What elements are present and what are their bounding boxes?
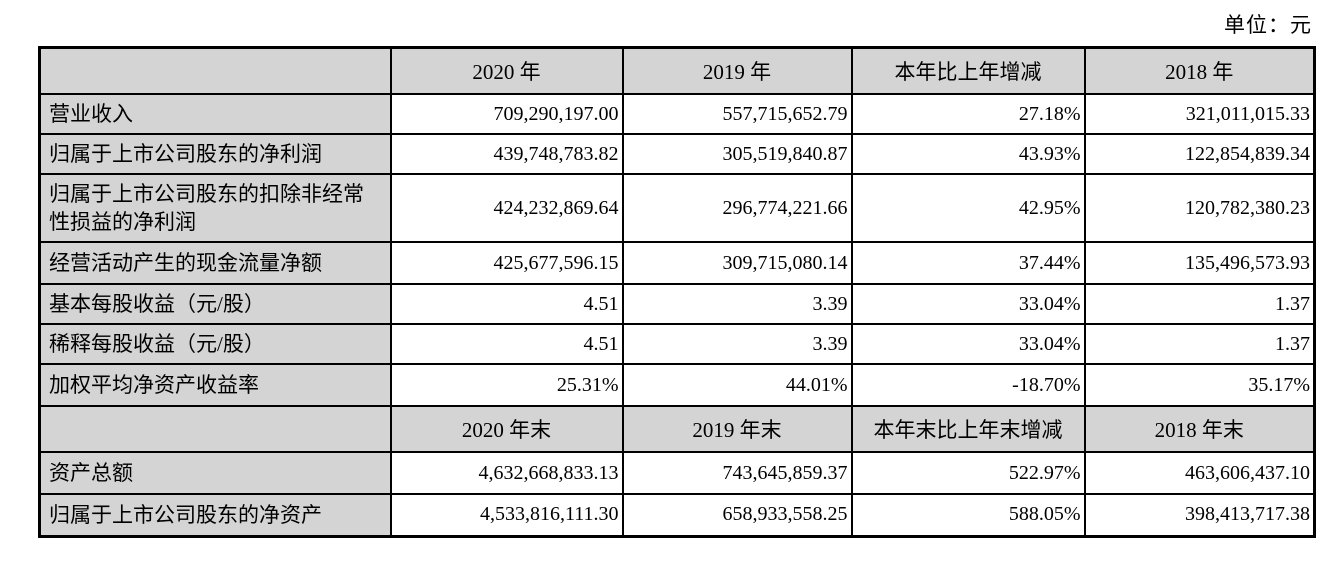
cell-value: 522.97% <box>850 451 1086 495</box>
cell-value: 3.39 <box>621 283 853 325</box>
cell-value: 33.04% <box>850 283 1086 325</box>
cell-value: 557,715,652.79 <box>621 93 853 135</box>
table-header-row-annual: 2020 年 2019 年 本年比上年增减 2018 年 <box>38 46 1316 95</box>
table-row-net-profit-excl-nonrecurring: 归属于上市公司股东的扣除非经常性损益的净利润 424,232,869.64 29… <box>38 173 1316 243</box>
header-cell-empty <box>38 46 392 95</box>
cell-value: 4,632,668,833.13 <box>389 451 624 495</box>
header-cell-2020-end: 2020 年末 <box>389 405 624 453</box>
cell-value: 122,854,839.34 <box>1083 133 1316 175</box>
header-cell-2019: 2019 年 <box>621 46 853 95</box>
cell-value: 120,782,380.23 <box>1083 173 1316 243</box>
cell-value: -18.70% <box>850 363 1086 407</box>
cell-value: 463,606,437.10 <box>1083 451 1316 495</box>
row-label: 基本每股收益（元/股） <box>38 283 392 325</box>
header-cell-yoy-change: 本年比上年增减 <box>850 46 1086 95</box>
header-cell-2019-end: 2019 年末 <box>621 405 853 453</box>
cell-value: 43.93% <box>850 133 1086 175</box>
cell-value: 425,677,596.15 <box>389 241 624 285</box>
table-row-total-assets: 资产总额 4,632,668,833.13 743,645,859.37 522… <box>38 451 1316 495</box>
table-row-net-profit: 归属于上市公司股东的净利润 439,748,783.82 305,519,840… <box>38 133 1316 175</box>
cell-value: 27.18% <box>850 93 1086 135</box>
row-label: 营业收入 <box>38 93 392 135</box>
row-label: 归属于上市公司股东的净资产 <box>38 493 392 537</box>
cell-value: 309,715,080.14 <box>621 241 853 285</box>
row-label: 归属于上市公司股东的净利润 <box>38 133 392 175</box>
cell-value: 25.31% <box>389 363 624 407</box>
header-cell-year-end-change: 本年末比上年末增减 <box>850 405 1086 453</box>
cell-value: 3.39 <box>621 323 853 365</box>
table-row-weighted-avg-roe: 加权平均净资产收益率 25.31% 44.01% -18.70% 35.17% <box>38 363 1316 407</box>
header-cell-2018-end: 2018 年末 <box>1083 405 1316 453</box>
cell-value: 296,774,221.66 <box>621 173 853 243</box>
table-row-diluted-eps: 稀释每股收益（元/股） 4.51 3.39 33.04% 1.37 <box>38 323 1316 365</box>
cell-value: 321,011,015.33 <box>1083 93 1316 135</box>
cell-value: 1.37 <box>1083 323 1316 365</box>
row-label: 归属于上市公司股东的扣除非经常性损益的净利润 <box>38 173 392 243</box>
cell-value: 33.04% <box>850 323 1086 365</box>
row-label: 经营活动产生的现金流量净额 <box>38 241 392 285</box>
row-label: 资产总额 <box>38 451 392 495</box>
cell-value: 4,533,816,111.30 <box>389 493 624 537</box>
cell-value: 588.05% <box>850 493 1086 537</box>
header-cell-2018: 2018 年 <box>1083 46 1316 95</box>
table-row-net-assets: 归属于上市公司股东的净资产 4,533,816,111.30 658,933,5… <box>38 493 1316 537</box>
cell-value: 424,232,869.64 <box>389 173 624 243</box>
row-label: 稀释每股收益（元/股） <box>38 323 392 365</box>
row-label: 加权平均净资产收益率 <box>38 363 392 407</box>
cell-value: 439,748,783.82 <box>389 133 624 175</box>
unit-label: 单位：元 <box>1224 13 1312 37</box>
financial-summary-table: 2020 年 2019 年 本年比上年增减 2018 年 营业收入 709,29… <box>38 46 1316 538</box>
cell-value: 4.51 <box>389 283 624 325</box>
cell-value: 709,290,197.00 <box>389 93 624 135</box>
cell-value: 44.01% <box>621 363 853 407</box>
cell-value: 42.95% <box>850 173 1086 243</box>
table-row-basic-eps: 基本每股收益（元/股） 4.51 3.39 33.04% 1.37 <box>38 283 1316 325</box>
cell-value: 398,413,717.38 <box>1083 493 1316 537</box>
cell-value: 658,933,558.25 <box>621 493 853 537</box>
cell-value: 743,645,859.37 <box>621 451 853 495</box>
header-cell-2020: 2020 年 <box>389 46 624 95</box>
cell-value: 37.44% <box>850 241 1086 285</box>
cell-value: 4.51 <box>389 323 624 365</box>
table-row-revenue: 营业收入 709,290,197.00 557,715,652.79 27.18… <box>38 93 1316 135</box>
cell-value: 1.37 <box>1083 283 1316 325</box>
table-row-operating-cash-flow: 经营活动产生的现金流量净额 425,677,596.15 309,715,080… <box>38 241 1316 285</box>
cell-value: 135,496,573.93 <box>1083 241 1316 285</box>
table-header-row-year-end: 2020 年末 2019 年末 本年末比上年末增减 2018 年末 <box>38 405 1316 453</box>
header-cell-empty <box>38 405 392 453</box>
cell-value: 35.17% <box>1083 363 1316 407</box>
cell-value: 305,519,840.87 <box>621 133 853 175</box>
